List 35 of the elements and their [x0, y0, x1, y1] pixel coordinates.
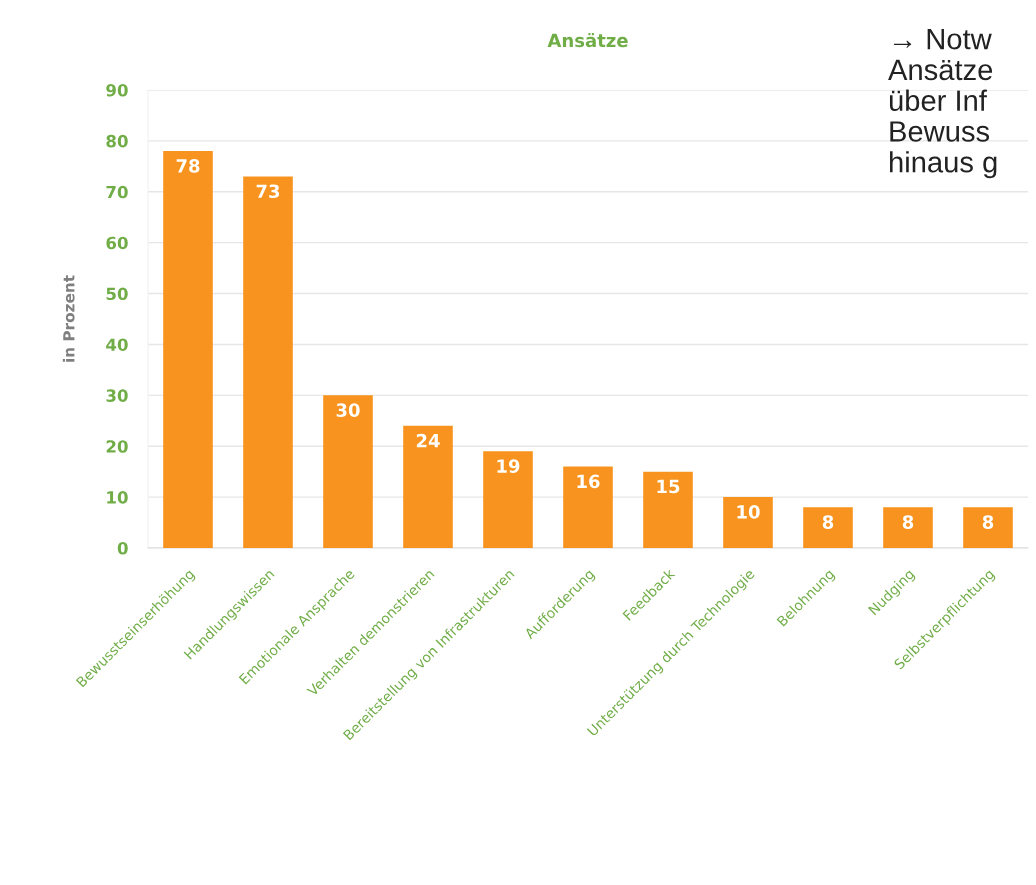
data-label: 24 [416, 433, 440, 448]
data-label: 19 [497, 459, 520, 473]
bar [563, 466, 613, 548]
y-tick-label: 40 [106, 338, 128, 352]
y-tick-label: 50 [106, 287, 128, 301]
data-label: 16 [577, 474, 600, 489]
bar [883, 507, 933, 548]
annotation: → Notw Ansätze über Inf Bewuss hinaus g [888, 29, 997, 179]
y-tick-label: 80 [106, 134, 128, 148]
data-label: 8 [822, 515, 834, 529]
y-tick-label: 60 [106, 236, 128, 250]
chart-title: Ansätze [547, 33, 628, 48]
bar [723, 497, 773, 548]
data-label: 78 [176, 159, 200, 173]
bar [163, 151, 213, 548]
y-tick-label: 70 [106, 185, 128, 199]
bar [483, 451, 533, 548]
bar [803, 507, 853, 548]
bar [323, 395, 373, 548]
y-tick-label: 10 [107, 491, 128, 504]
bar [963, 507, 1013, 548]
data-label: 10 [737, 505, 760, 519]
data-label: 30 [336, 403, 360, 417]
y-tick-label: 0 [117, 541, 128, 555]
bar [403, 425, 453, 548]
y-tick-label: 90 [106, 83, 128, 97]
data-label: 15 [657, 479, 680, 494]
y-axis-title: in Prozent [62, 275, 75, 362]
y-tick-label: 30 [106, 389, 128, 402]
bar [643, 471, 693, 548]
data-label: 8 [902, 515, 914, 529]
data-label: 8 [982, 515, 994, 529]
bar [243, 176, 293, 548]
data-label: 73 [256, 184, 280, 199]
y-tick-label: 20 [106, 440, 128, 453]
